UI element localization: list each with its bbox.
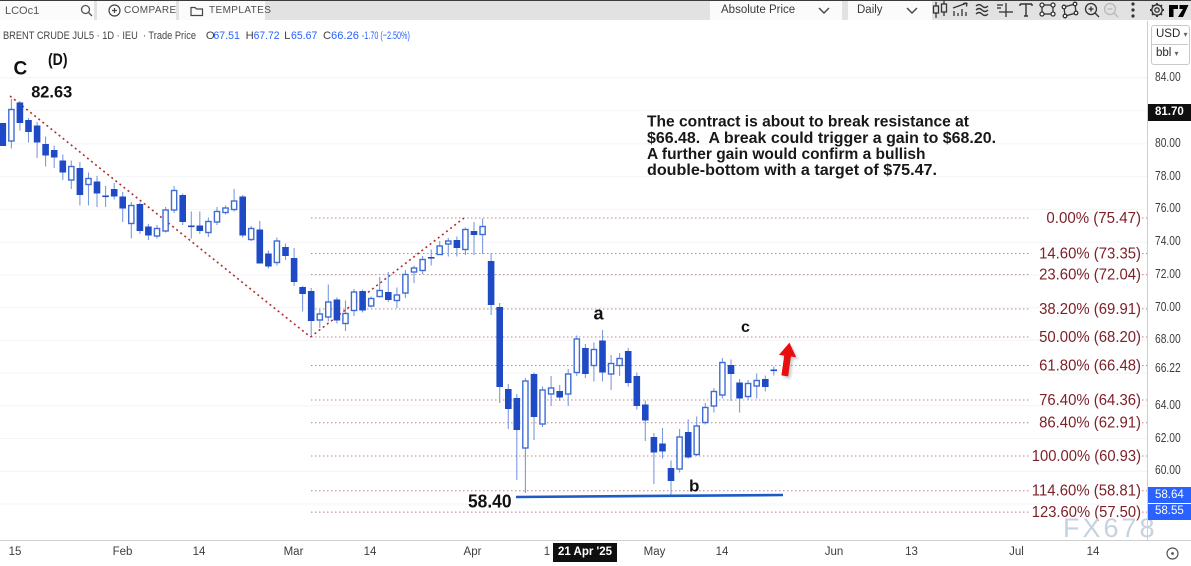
svg-text:14.60% (73.35): 14.60% (73.35) xyxy=(1039,246,1141,263)
svg-text:c: c xyxy=(741,319,750,336)
svg-text:0.00% (75.47): 0.00% (75.47) xyxy=(1046,210,1141,227)
svg-text:123.60% (57.50): 123.60% (57.50) xyxy=(1032,504,1141,521)
svg-text:b: b xyxy=(689,477,699,496)
svg-text:-1.70 (−2.50%): -1.70 (−2.50%) xyxy=(362,30,410,42)
svg-text:65.67: 65.67 xyxy=(291,30,317,42)
svg-text:a: a xyxy=(594,303,605,323)
svg-text:76.40% (64.36): 76.40% (64.36) xyxy=(1039,392,1141,409)
svg-text:H: H xyxy=(246,30,254,42)
svg-text:61.80% (66.48): 61.80% (66.48) xyxy=(1039,358,1141,375)
svg-text:A further gain would confirm a: A further gain would confirm a bullish xyxy=(647,146,926,163)
svg-text:50.00% (68.20): 50.00% (68.20) xyxy=(1039,329,1141,346)
svg-text:BRENT CRUDE JUL5 · 1D · IEU ·: BRENT CRUDE JUL5 · 1D · IEU · Trade Pric… xyxy=(3,30,196,42)
svg-text:C: C xyxy=(323,30,331,42)
svg-text:double-bottom with a target of: double-bottom with a target of $75.47. xyxy=(647,162,937,179)
svg-text:The contract is about to break: The contract is about to break resistanc… xyxy=(647,114,969,131)
svg-text:38.20% (69.91): 38.20% (69.91) xyxy=(1039,301,1141,318)
svg-text:L: L xyxy=(284,30,290,42)
svg-text:67.72: 67.72 xyxy=(254,30,280,42)
svg-text:O: O xyxy=(206,30,215,42)
svg-text:58.40: 58.40 xyxy=(468,490,512,511)
svg-text:(D): (D) xyxy=(48,50,68,69)
svg-text:82.63: 82.63 xyxy=(31,83,72,102)
svg-text:FX678: FX678 xyxy=(1063,513,1158,543)
svg-text:86.40% (62.91): 86.40% (62.91) xyxy=(1039,415,1141,432)
svg-text:$66.48. A break could trigger: $66.48. A break could trigger a gain to … xyxy=(647,130,996,147)
svg-text:100.00% (60.93): 100.00% (60.93) xyxy=(1032,448,1141,465)
svg-text:C: C xyxy=(14,59,28,80)
svg-text:23.60% (72.04): 23.60% (72.04) xyxy=(1039,267,1141,284)
svg-text:67.51: 67.51 xyxy=(213,30,240,42)
svg-text:66.26: 66.26 xyxy=(331,30,359,42)
svg-text:114.60% (58.81): 114.60% (58.81) xyxy=(1032,483,1141,500)
